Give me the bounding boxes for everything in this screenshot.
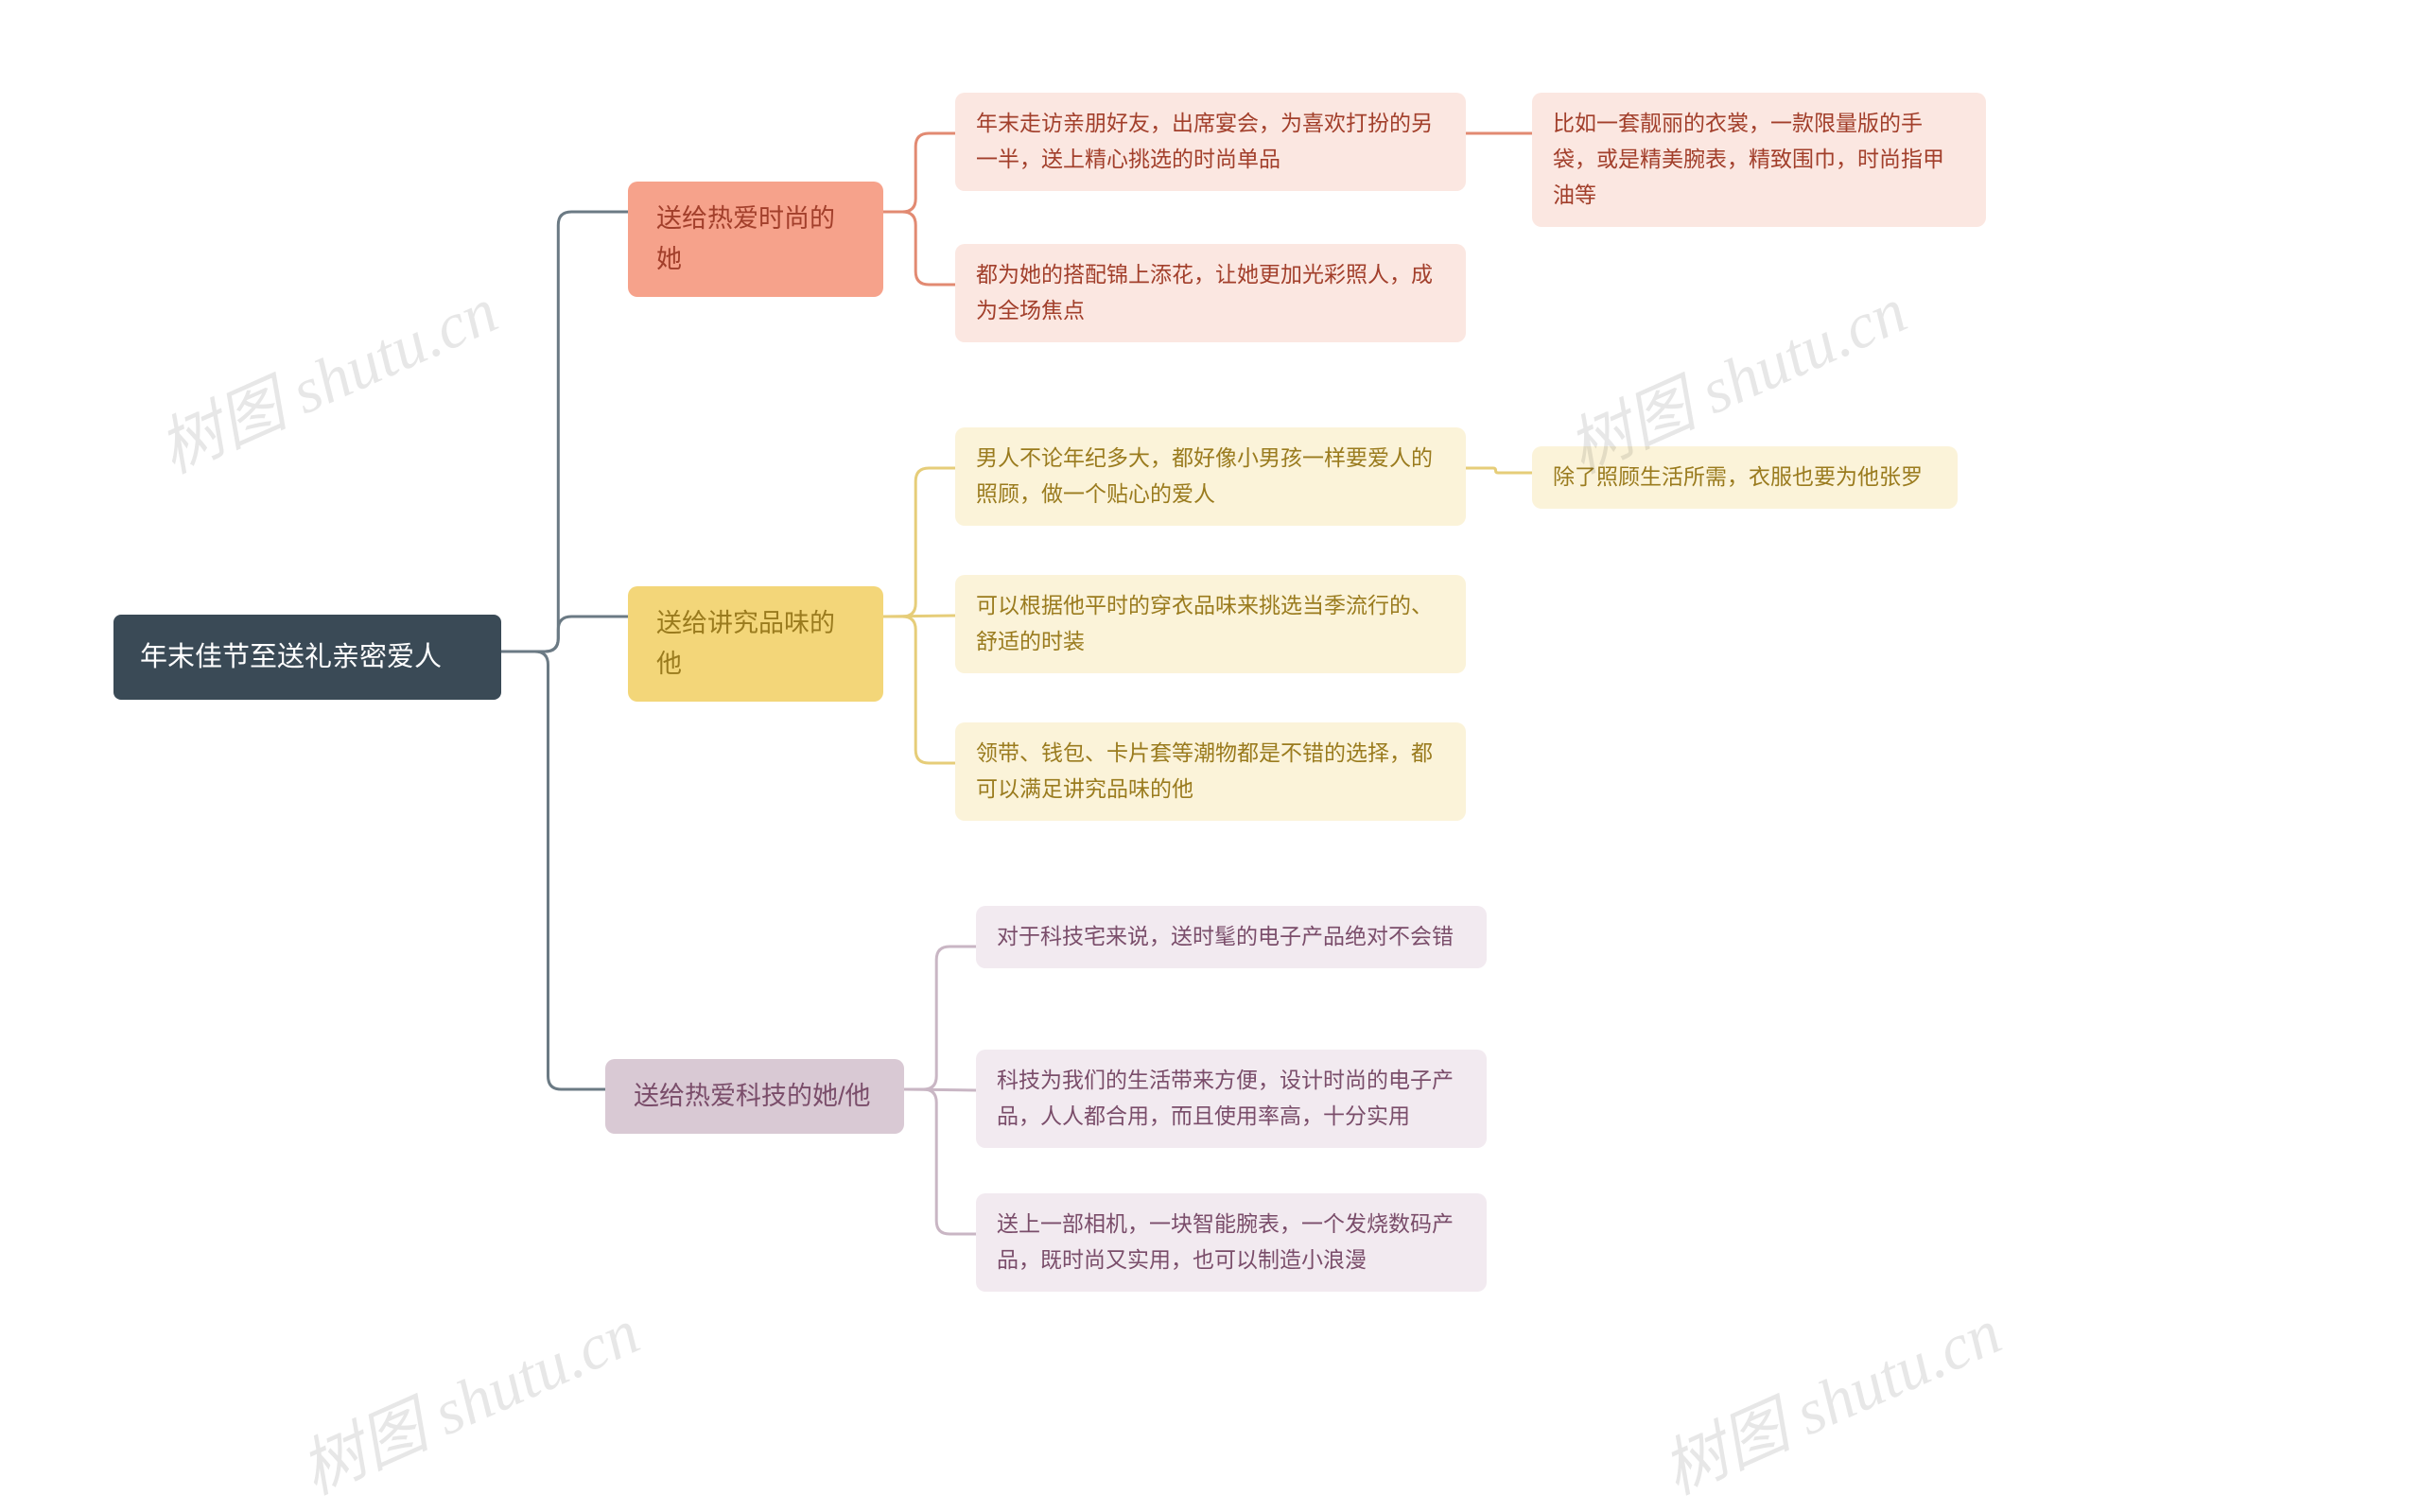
connector <box>501 617 628 652</box>
leaf-node-1-1: 可以根据他平时的穿衣品味来挑选当季流行的、舒适的时装 <box>955 575 1466 673</box>
leaf-node-0-1-label: 都为她的搭配锦上添花，让她更加光彩照人，成为全场焦点 <box>976 257 1445 329</box>
branch-node-1: 送给讲究品味的他 <box>628 586 883 702</box>
branch-node-0-label: 送给热爱时尚的她 <box>656 199 855 280</box>
leaf2-node-0-0-0: 比如一套靓丽的衣裳，一款限量版的手袋，或是精美腕表，精致围巾，时尚指甲油等 <box>1532 93 1986 227</box>
leaf-node-2-1: 科技为我们的生活带来方便，设计时尚的电子产品，人人都合用，而且使用率高，十分实用 <box>976 1050 1487 1148</box>
connector <box>1466 468 1532 473</box>
leaf2-node-1-0-0: 除了照顾生活所需，衣服也要为他张罗 <box>1532 446 1958 509</box>
connector <box>883 212 955 285</box>
leaf-node-0-1: 都为她的搭配锦上添花，让她更加光彩照人，成为全场焦点 <box>955 244 1466 342</box>
leaf-node-2-1-label: 科技为我们的生活带来方便，设计时尚的电子产品，人人都合用，而且使用率高，十分实用 <box>997 1063 1466 1135</box>
connector <box>883 617 955 763</box>
connector <box>883 616 955 617</box>
connector <box>904 947 976 1089</box>
leaf-node-1-1-label: 可以根据他平时的穿衣品味来挑选当季流行的、舒适的时装 <box>976 588 1445 660</box>
watermark-3: 树图 shutu.cn <box>1646 1279 2013 1512</box>
leaf-node-2-2: 送上一部相机，一块智能腕表，一个发烧数码产品，既时尚又实用，也可以制造小浪漫 <box>976 1193 1487 1292</box>
connector <box>883 133 955 212</box>
connector <box>501 212 628 652</box>
watermark-0: 树图 shutu.cn <box>142 258 510 491</box>
leaf-node-1-0: 男人不论年纪多大，都好像小男孩一样要爱人的照顾，做一个贴心的爱人 <box>955 427 1466 526</box>
leaf2-node-1-0-0-label: 除了照顾生活所需，衣服也要为他张罗 <box>1553 460 1923 495</box>
leaf-node-0-0-label: 年末走访亲朋好友，出席宴会，为喜欢打扮的另一半，送上精心挑选的时尚单品 <box>976 106 1445 178</box>
root-node-label: 年末佳节至送礼亲密爱人 <box>140 635 442 679</box>
connector <box>904 1089 976 1234</box>
branch-node-0: 送给热爱时尚的她 <box>628 182 883 297</box>
leaf-node-2-0-label: 对于科技宅来说，送时髦的电子产品绝对不会错 <box>997 919 1454 955</box>
branch-node-2-label: 送给热爱科技的她/他 <box>634 1076 871 1117</box>
connector <box>883 468 955 617</box>
leaf-node-1-2: 领带、钱包、卡片套等潮物都是不错的选择，都可以满足讲究品味的他 <box>955 722 1466 821</box>
branch-node-2: 送给热爱科技的她/他 <box>605 1059 904 1134</box>
leaf2-node-0-0-0-label: 比如一套靓丽的衣裳，一款限量版的手袋，或是精美腕表，精致围巾，时尚指甲油等 <box>1553 106 1965 214</box>
leaf-node-1-0-label: 男人不论年纪多大，都好像小男孩一样要爱人的照顾，做一个贴心的爱人 <box>976 441 1445 513</box>
root-node: 年末佳节至送礼亲密爱人 <box>113 615 501 700</box>
watermark-2: 树图 shutu.cn <box>284 1279 652 1512</box>
leaf-node-2-2-label: 送上一部相机，一块智能腕表，一个发烧数码产品，既时尚又实用，也可以制造小浪漫 <box>997 1207 1466 1278</box>
leaf-node-2-0: 对于科技宅来说，送时髦的电子产品绝对不会错 <box>976 906 1487 968</box>
leaf-node-0-0: 年末走访亲朋好友，出席宴会，为喜欢打扮的另一半，送上精心挑选的时尚单品 <box>955 93 1466 191</box>
branch-node-1-label: 送给讲究品味的他 <box>656 603 855 685</box>
connector <box>501 652 605 1089</box>
connector <box>904 1089 976 1090</box>
leaf-node-1-2-label: 领带、钱包、卡片套等潮物都是不错的选择，都可以满足讲究品味的他 <box>976 736 1445 808</box>
